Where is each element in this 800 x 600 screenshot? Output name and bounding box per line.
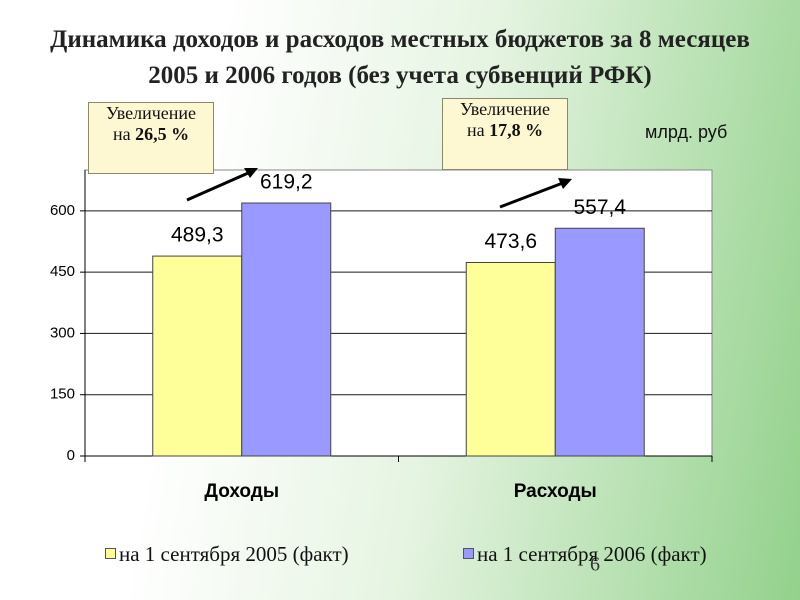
bar bbox=[554, 227, 645, 457]
y-tick-label: 150 bbox=[50, 386, 75, 403]
arrow bbox=[186, 168, 256, 202]
callout: Увеличение на 26,5 % bbox=[88, 102, 214, 174]
callout-value: 26,5 % bbox=[135, 124, 190, 144]
chart-title: Динамика доходов и расходов местных бюдж… bbox=[50, 26, 750, 89]
bar bbox=[152, 255, 243, 457]
callout-prefix: на bbox=[112, 124, 131, 144]
unit-label: млрд. руб bbox=[645, 122, 727, 142]
legend-label: на 1 сентября 2006 (факт) bbox=[477, 542, 707, 566]
y-tick-label: 450 bbox=[50, 263, 75, 280]
value-label: 619,2 bbox=[260, 171, 313, 194]
callout: Увеличение на 17,8 % bbox=[442, 98, 568, 170]
legend-swatch bbox=[463, 548, 474, 559]
callout-label: Увеличение bbox=[459, 99, 550, 119]
callout-value: 17,8 % bbox=[489, 120, 544, 140]
value-label: 473,6 bbox=[484, 230, 537, 253]
x-tick-label: Расходы bbox=[514, 481, 597, 502]
page-number: 6 bbox=[590, 554, 600, 576]
arrow bbox=[499, 179, 569, 209]
y-tick-label: 300 bbox=[50, 324, 75, 341]
legend-item: на 1 сентября 2006 (факт) bbox=[463, 540, 717, 569]
legend-swatch bbox=[105, 548, 116, 559]
legend-label: на 1 сентября 2005 (факт) bbox=[119, 542, 349, 566]
arrow-head bbox=[558, 178, 572, 189]
bar bbox=[465, 262, 556, 457]
callout-prefix: на bbox=[466, 120, 485, 140]
arrow-head bbox=[244, 168, 258, 178]
x-tick-label: Доходы bbox=[204, 481, 279, 502]
bar bbox=[241, 202, 332, 457]
callout-text: на 26,5 % bbox=[89, 124, 213, 145]
callout-text: на 17,8 % bbox=[443, 120, 567, 141]
value-label: 557,4 bbox=[573, 196, 626, 219]
legend-item: на 1 сентября 2005 (факт) bbox=[105, 540, 359, 569]
callout-label: Увеличение bbox=[105, 103, 196, 123]
value-label: 489,3 bbox=[171, 224, 224, 247]
y-tick-label: 600 bbox=[50, 202, 75, 219]
y-tick-label: 0 bbox=[67, 447, 75, 464]
